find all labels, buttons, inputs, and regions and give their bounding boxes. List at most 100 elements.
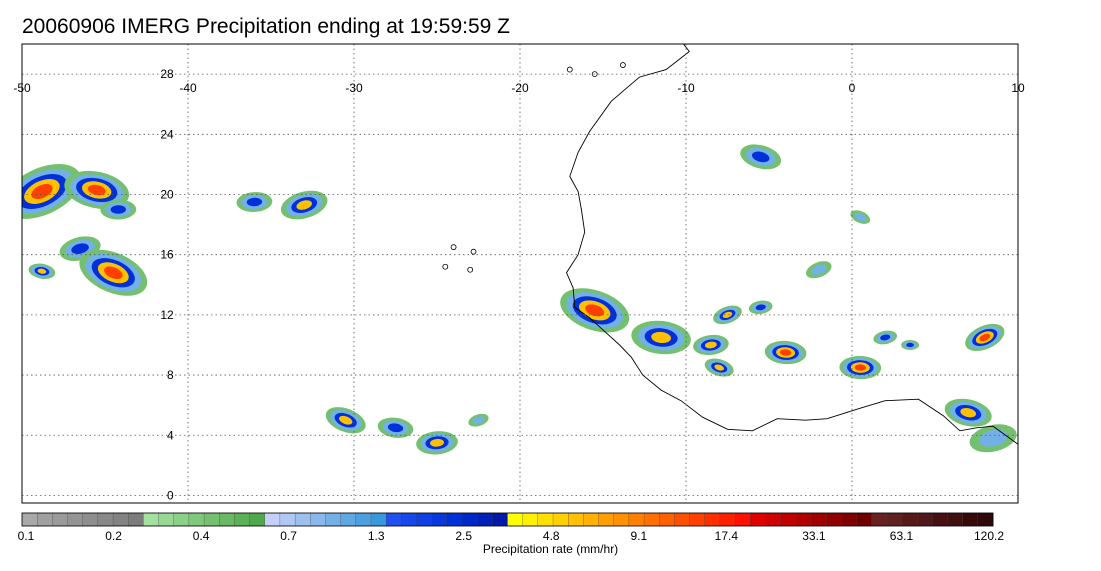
- precip-cell: [764, 340, 807, 365]
- precip-cell: [873, 330, 898, 345]
- colorbar-label: 0.7: [280, 529, 297, 543]
- colorbar-swatch: [294, 512, 311, 527]
- coastline: [565, 44, 1018, 445]
- precip-cell: [740, 144, 782, 170]
- colorbar-swatch: [765, 512, 781, 527]
- tick-labels: -50 -40 -30 -20 -10 0 10 0 4 8 12 16 20 24 28: [13, 67, 1025, 502]
- lat-tick-label: 0: [167, 488, 174, 502]
- precip-cell: [704, 358, 734, 377]
- precip-cell: [713, 305, 742, 325]
- precip-cell: [839, 355, 882, 380]
- island-outline: [450, 244, 457, 251]
- colorbar-swatch: [704, 512, 721, 527]
- precip-cell: [377, 417, 414, 438]
- colorbar-swatch: [67, 512, 84, 527]
- precip-cell: [901, 340, 920, 350]
- colorbar-swatch: [856, 512, 872, 527]
- lat-tick-label: 12: [160, 308, 174, 322]
- colorbar-swatch: [52, 512, 68, 527]
- map-title: 20060906 IMERG Precipitation ending at 1…: [22, 15, 510, 38]
- colorbar-label: 9.1: [630, 529, 648, 543]
- lat-tick-label: 4: [167, 428, 174, 442]
- colorbar-swatch: [795, 512, 812, 527]
- colorbar-swatch: [674, 512, 690, 527]
- colorbar-swatch: [613, 512, 630, 527]
- lat-tick-label: 16: [160, 248, 174, 262]
- colorbar-swatch: [37, 512, 53, 527]
- colorbar-swatch: [416, 512, 432, 527]
- colorbar-frame: [21, 512, 994, 527]
- colorbar-swatch: [719, 512, 736, 527]
- colorbar-swatch: [598, 512, 615, 527]
- colorbar-swatch: [355, 512, 372, 527]
- colorbar-swatch: [750, 512, 766, 527]
- colorbar-swatch: [158, 512, 175, 527]
- island-outline: [470, 248, 477, 255]
- colorbar-swatch: [841, 512, 857, 527]
- colorbar-swatch: [568, 512, 584, 527]
- map-frame: [21, 43, 1019, 504]
- colorbar-swatch: [340, 512, 357, 527]
- colorbar-swatch: [932, 512, 948, 527]
- colorbar-swatch: [962, 512, 979, 527]
- colorbar-swatch: [825, 512, 842, 527]
- lat-tick-label: 20: [160, 187, 174, 201]
- colorbar-swatch: [537, 512, 554, 527]
- colorbar-label: 120.2: [973, 529, 1005, 543]
- lat-tick-label: 28: [160, 67, 174, 81]
- colorbar-label: 1.3: [367, 529, 385, 543]
- precip-cell: [693, 334, 729, 356]
- precip-cell: [280, 190, 328, 220]
- colorbar-swatch: [143, 512, 159, 527]
- colorbar-swatch: [128, 512, 144, 527]
- precip-cell: [748, 300, 773, 315]
- colorbar-swatch: [734, 512, 751, 527]
- colorbar-swatch: [871, 512, 888, 527]
- precip-cell: [236, 192, 273, 212]
- map-grid: [22, 44, 1018, 503]
- colorbar-title: Precipitation rate (mm/hr): [482, 542, 619, 556]
- colorbar-label: 33.1: [802, 529, 826, 543]
- lon-tick-label: -30: [345, 81, 363, 95]
- colorbar-swatch: [279, 512, 296, 527]
- colorbar-swatch: [659, 512, 675, 527]
- precip-cell: [806, 261, 832, 279]
- colorbar-label: 63.1: [889, 529, 914, 543]
- colorbar-swatch: [203, 512, 220, 527]
- precip-cell: [79, 249, 148, 296]
- precip-cell: [100, 199, 137, 220]
- precip-cell: [969, 424, 1017, 453]
- colorbar-label: 17.4: [714, 529, 739, 543]
- lon-tick-label: -10: [677, 81, 695, 95]
- colorbar-swatch: [628, 512, 645, 527]
- colorbar-swatch: [886, 512, 903, 527]
- island-outline: [442, 263, 449, 270]
- colorbar-swatch: [947, 512, 964, 527]
- colorbar-swatch: [507, 512, 524, 527]
- colorbar-swatch: [234, 512, 250, 527]
- colorbar-swatch: [431, 512, 448, 527]
- precip-cell: [560, 288, 630, 333]
- precip-cell: [64, 170, 130, 210]
- colorbar-swatch: [112, 512, 129, 527]
- island-outline: [620, 62, 626, 68]
- island-outline: [467, 266, 474, 273]
- colorbar-swatch: [370, 512, 387, 527]
- colorbar-swatch: [477, 512, 493, 527]
- colorbar-swatch: [552, 512, 569, 527]
- precip-cell: [468, 413, 489, 427]
- lon-tick-label: -50: [13, 81, 31, 95]
- precip-cell: [631, 320, 691, 355]
- colorbar-swatch: [219, 512, 235, 527]
- precip-cell: [416, 431, 458, 455]
- precip-cell: [325, 407, 366, 434]
- precip-cell: [944, 398, 992, 427]
- colorbar-swatch: [188, 512, 205, 527]
- lat-tick-label: 24: [160, 127, 174, 141]
- colorbar-label: 4.8: [542, 529, 560, 543]
- colorbar-swatch: [310, 512, 326, 527]
- precip-cell: [965, 323, 1005, 352]
- colorbar-swatch: [385, 512, 402, 527]
